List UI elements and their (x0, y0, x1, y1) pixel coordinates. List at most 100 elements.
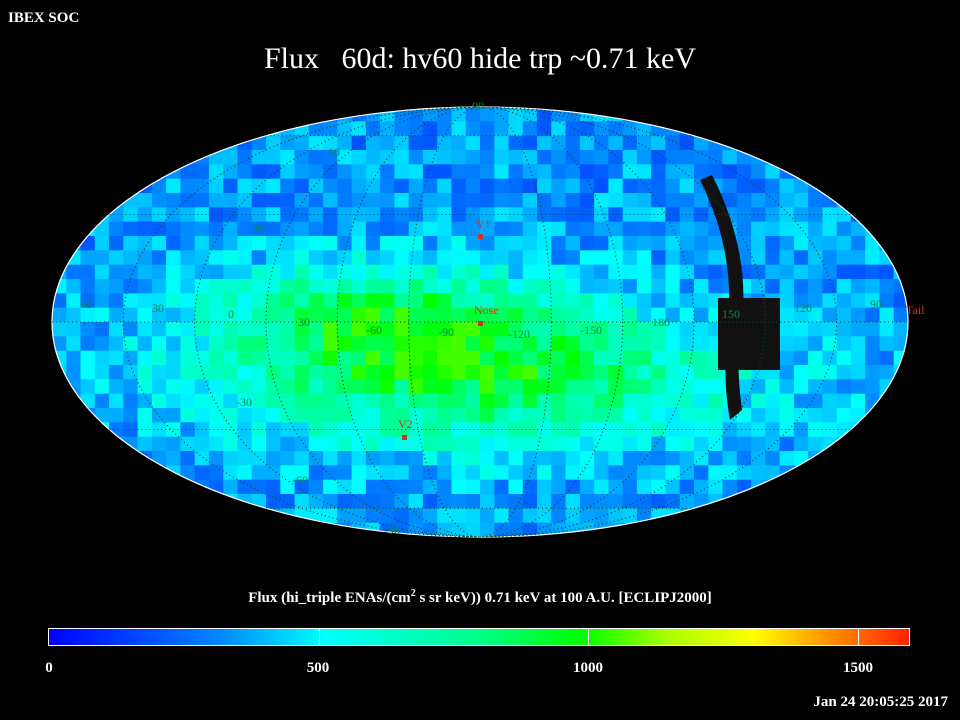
flux-pixel (851, 293, 866, 308)
flux-pixel (837, 250, 852, 265)
flux-pixel (608, 336, 623, 351)
flux-pixel (81, 322, 96, 337)
flux-pixel (309, 379, 324, 394)
flux-pixel (765, 379, 780, 394)
flux-pixel (680, 250, 695, 265)
flux-pixel (452, 437, 467, 452)
flux-pixel (537, 365, 552, 380)
flux-pixel (152, 437, 167, 452)
flux-pixel (651, 121, 666, 136)
flux-pixel (437, 150, 452, 165)
colorbar-title-rest: s sr keV)) 0.71 keV at 100 A.U. [ECLIPJ2… (416, 590, 712, 606)
flux-pixel (494, 408, 509, 423)
flux-pixel (551, 351, 566, 366)
flux-pixel (566, 408, 581, 423)
flux-pixel (880, 351, 895, 366)
flux-pixel (295, 265, 310, 280)
flux-pixel (523, 465, 538, 480)
flux-pixel (523, 351, 538, 366)
flux-pixel (509, 451, 524, 466)
flux-pixel (266, 351, 281, 366)
flux-pixel (337, 365, 352, 380)
flux-pixel (608, 293, 623, 308)
flux-pixel (366, 351, 381, 366)
flux-pixel (765, 265, 780, 280)
flux-pixel (380, 379, 395, 394)
flux-pixel (323, 293, 338, 308)
flux-pixel (637, 322, 652, 337)
flux-pixel (594, 279, 609, 294)
flux-pixel (509, 222, 524, 237)
flux-pixel (223, 451, 238, 466)
flux-pixel (266, 150, 281, 165)
flux-pixel (337, 408, 352, 423)
flux-pixel (394, 222, 409, 237)
flux-pixel (394, 394, 409, 409)
flux-pixel (423, 279, 438, 294)
flux-pixel (480, 250, 495, 265)
flux-pixel (523, 408, 538, 423)
flux-pixel (623, 379, 638, 394)
flux-pixel (666, 250, 681, 265)
flux-pixel (523, 250, 538, 265)
flux-pixel (180, 207, 195, 222)
flux-pixel (494, 351, 509, 366)
flux-pixel (808, 193, 823, 208)
flux-pixel (266, 308, 281, 323)
flux-pixel (138, 265, 153, 280)
flux-pixel (880, 279, 895, 294)
flux-pixel (580, 236, 595, 251)
flux-pixel (309, 322, 324, 337)
flux-pixel (380, 451, 395, 466)
flux-pixel (466, 465, 481, 480)
flux-pixel (523, 480, 538, 495)
flux-pixel (523, 193, 538, 208)
flux-pixel (580, 136, 595, 151)
flux-pixel (195, 365, 210, 380)
flux-pixel (437, 164, 452, 179)
flux-pixel (280, 365, 295, 380)
flux-pixel (594, 351, 609, 366)
flux-pixel (394, 150, 409, 165)
flux-pixel (123, 394, 138, 409)
flux-pixel (337, 293, 352, 308)
flux-pixel (580, 365, 595, 380)
flux-pixel (223, 365, 238, 380)
flux-pixel (694, 236, 709, 251)
flux-pixel (238, 408, 253, 423)
flux-pixel (209, 250, 224, 265)
flux-pixel (452, 136, 467, 151)
flux-pixel (680, 279, 695, 294)
flux-pixel (566, 494, 581, 509)
flux-pixel (594, 107, 609, 122)
timestamp: Jan 24 20:05:25 2017 (813, 694, 948, 711)
flux-pixel (309, 365, 324, 380)
flux-pixel (138, 193, 153, 208)
flux-pixel (637, 222, 652, 237)
flux-pixel (594, 179, 609, 194)
flux-pixel (138, 308, 153, 323)
flux-pixel (423, 480, 438, 495)
flux-pixel (352, 508, 367, 523)
flux-pixel (480, 136, 495, 151)
flux-pixel (566, 222, 581, 237)
flux-pixel (209, 308, 224, 323)
flux-pixel (551, 379, 566, 394)
flux-pixel (409, 293, 424, 308)
flux-pixel (480, 365, 495, 380)
flux-pixel (166, 193, 181, 208)
flux-pixel (95, 250, 110, 265)
flux-pixel (366, 308, 381, 323)
flux-pixel (380, 222, 395, 237)
flux-pixel (295, 193, 310, 208)
flux-pixel (81, 265, 96, 280)
flux-pixel (637, 164, 652, 179)
flux-pixel (138, 437, 153, 452)
flux-pixel (780, 279, 795, 294)
flux-pixel (537, 465, 552, 480)
flux-pixel (81, 279, 96, 294)
flux-pixel (280, 451, 295, 466)
flux-pixel (509, 207, 524, 222)
flux-pixel (452, 494, 467, 509)
flux-pixel (494, 164, 509, 179)
